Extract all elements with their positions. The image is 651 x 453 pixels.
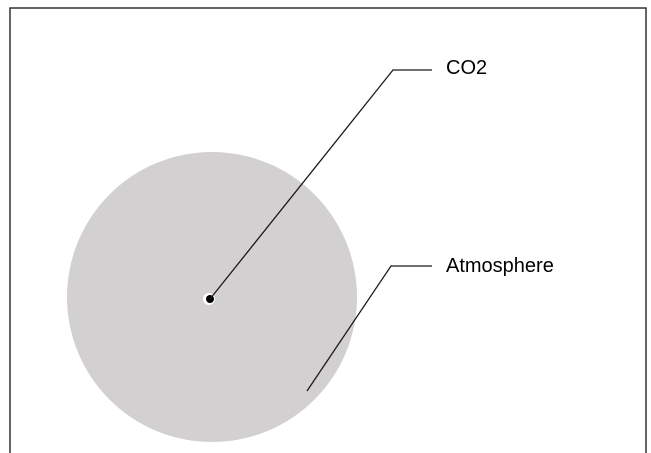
co2-leader-line: [209, 69, 432, 300]
co2-label: CO2: [446, 57, 488, 79]
atmosphere-label: Atmosphere: [446, 255, 554, 277]
diagram-frame: [9, 7, 647, 453]
atmosphere-leader-line: [306, 265, 432, 392]
